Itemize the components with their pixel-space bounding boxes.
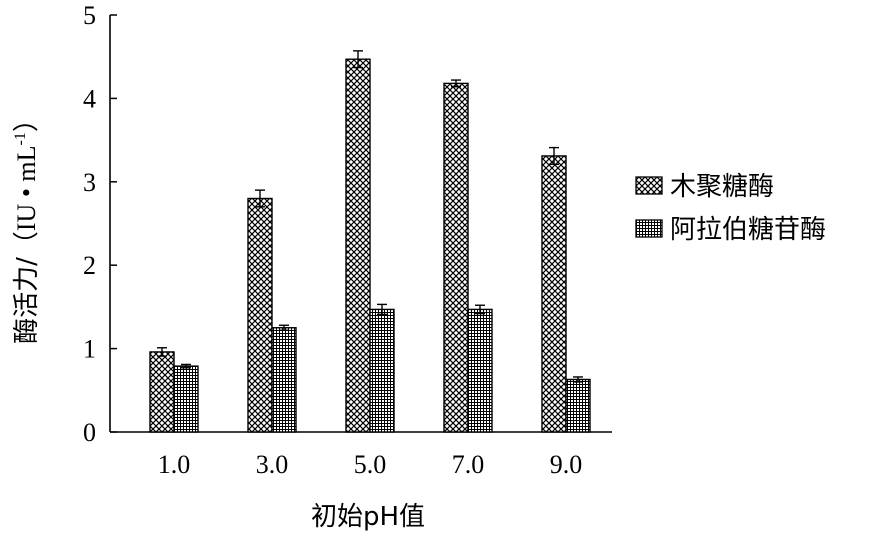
y-axis-title-unit-sup: -1 (12, 132, 29, 145)
x-tick-label: 7.0 (452, 450, 485, 479)
bar-arabinosidase (271, 327, 297, 433)
bar-arabinosidase (467, 308, 493, 433)
y-tick-label: 4 (83, 84, 96, 113)
legend-label-xylanase: 木聚糖酶 (670, 172, 774, 202)
x-tick-label: 3.0 (256, 450, 289, 479)
y-ticks: 0 1 2 3 4 5 (83, 1, 117, 447)
bar-xylanase (149, 351, 175, 433)
bars (149, 58, 591, 433)
legend-label-arabinosidase: 阿拉伯糖苷酶 (670, 215, 826, 245)
bar-arabinosidase (565, 378, 591, 433)
legend-swatch-xylanase (635, 176, 663, 195)
x-axis-title: 初始pH值 (311, 502, 425, 532)
bar-xylanase (541, 155, 567, 433)
bar-arabinosidase (173, 365, 199, 433)
y-tick-label: 2 (83, 251, 96, 280)
y-axis-title: 酶活力/（IU • mL-1） (12, 106, 42, 344)
y-axis-title-unit-open: （ (12, 231, 42, 257)
x-ticks: 1.0 3.0 5.0 7.0 9.0 (158, 450, 583, 479)
bar-xylanase (247, 197, 273, 433)
legend-item-xylanase: 木聚糖酶 (635, 172, 774, 202)
legend-item-arabinosidase: 阿拉伯糖苷酶 (635, 215, 826, 245)
x-tick-label: 9.0 (550, 450, 583, 479)
legend: 木聚糖酶 阿拉伯糖苷酶 (635, 172, 826, 245)
y-axis-title-unit-close: ） (12, 106, 42, 132)
x-tick-label: 1.0 (158, 450, 191, 479)
bar-arabinosidase (369, 308, 395, 433)
y-tick-label: 5 (83, 1, 96, 30)
y-tick-label: 0 (83, 418, 96, 447)
legend-swatch-arabinosidase (635, 219, 663, 238)
y-tick-label: 3 (83, 168, 96, 197)
bar-xylanase (345, 58, 371, 433)
y-tick-label: 1 (83, 335, 96, 364)
y-axis-title-main: 酶活力/ (12, 257, 42, 344)
y-axis-title-unit: IU • mL (12, 145, 41, 231)
error-bars (157, 50, 583, 383)
x-tick-label: 5.0 (354, 450, 387, 479)
bar-xylanase (443, 82, 469, 433)
